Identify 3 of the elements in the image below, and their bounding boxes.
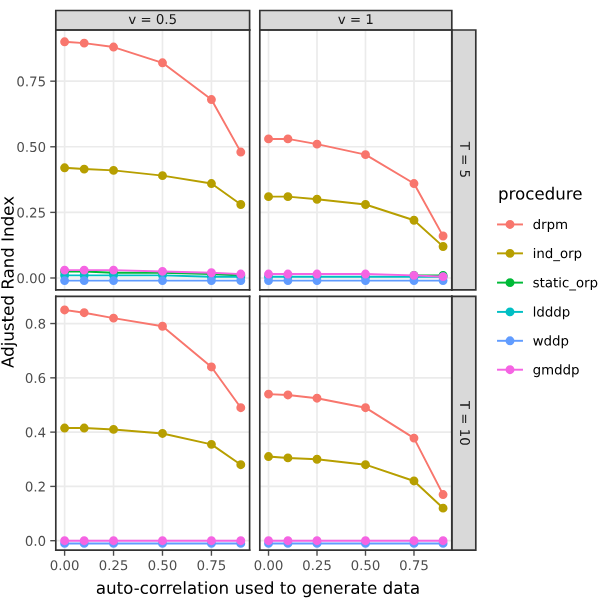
legend-title: procedure [499,186,582,203]
y-axis-title: Adjusted Rand Index [0,196,18,368]
x-axis-title: auto-correlation used to generate data [96,581,419,598]
